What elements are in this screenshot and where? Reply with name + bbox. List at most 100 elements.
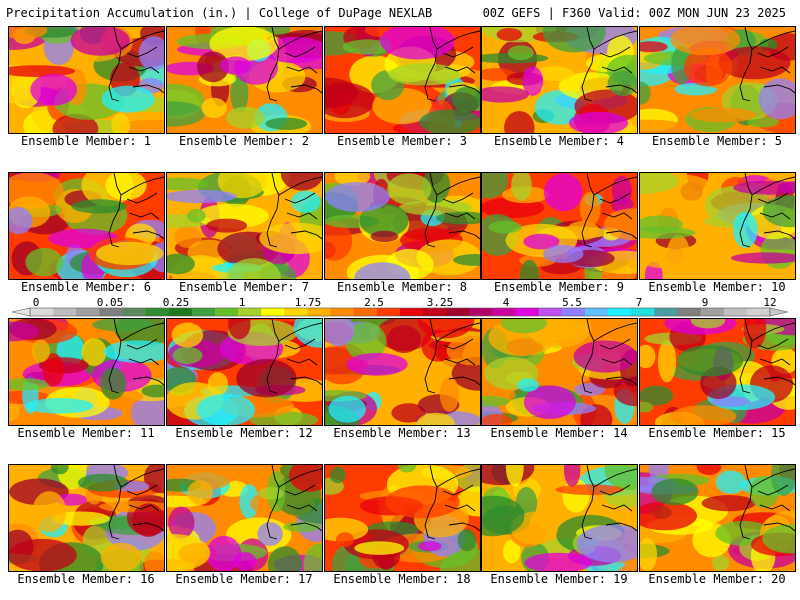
colorbar-tick-label: 4 [503, 297, 510, 309]
colorbar-swatch [608, 308, 632, 316]
ensemble-member-label: Ensemble Member: 9 [493, 280, 625, 294]
ensemble-member-label: Ensemble Member: 14 [490, 426, 628, 440]
ensemble-member-map [324, 464, 481, 572]
great-lakes-outline [108, 319, 164, 394]
colorbar-swatch [261, 308, 285, 316]
great-lakes-outline [266, 173, 322, 248]
great-lakes-outline [739, 319, 795, 394]
ensemble-member-map [481, 172, 638, 280]
ensemble-member-label: Ensemble Member: 18 [333, 572, 471, 586]
colorbar-swatch [515, 308, 540, 316]
ensemble-member-label: Ensemble Member: 7 [178, 280, 310, 294]
great-lakes-outline [108, 173, 164, 248]
great-lakes-outline [266, 27, 322, 102]
great-lakes-outline [424, 173, 480, 248]
colorbar-swatch [238, 308, 262, 316]
colorbar-swatch [723, 308, 748, 316]
ensemble-member-label: Ensemble Member: 1 [20, 134, 152, 148]
colorbar-left-arrow [11, 307, 31, 317]
great-lakes-outline [581, 27, 637, 102]
colorbar-swatch [376, 308, 401, 316]
colorbar-tick-label: 0.25 [163, 297, 190, 309]
great-lakes-outline [424, 27, 480, 102]
colorbar-swatch [99, 308, 124, 316]
ensemble-member-label: Ensemble Member: 11 [17, 426, 155, 440]
colorbar-swatch [446, 308, 470, 316]
ensemble-member-label: Ensemble Member: 17 [175, 572, 313, 586]
ensemble-member-label: Ensemble Member: 20 [648, 572, 786, 586]
colorbar-tick-label: 1 [239, 297, 246, 309]
ensemble-member-map [639, 318, 796, 426]
colorbar-swatch [492, 308, 517, 316]
great-lakes-outline [739, 173, 795, 248]
colorbar-swatch [469, 308, 494, 316]
map-title: Precipitation Accumulation (in.) | Colle… [6, 6, 433, 20]
colorbar-swatch [746, 308, 771, 316]
ensemble-member-label: Ensemble Member: 16 [17, 572, 155, 586]
ensemble-member-label: Ensemble Member: 13 [333, 426, 471, 440]
great-lakes-outline [581, 465, 637, 540]
ensemble-member-map [639, 464, 796, 572]
ensemble-member-label: Ensemble Member: 19 [490, 572, 628, 586]
precipitation-colorbar: 0 0.05 0.25 1 1.75 2.5 3.25 4 5.5 7 9 12 [11, 297, 789, 317]
colorbar-tick-label: 9 [702, 297, 709, 309]
colorbar-swatch [677, 308, 702, 316]
ensemble-member-map [8, 26, 165, 134]
ensemble-member-label: Ensemble Member: 8 [336, 280, 468, 294]
ensemble-member-label: Ensemble Member: 6 [20, 280, 152, 294]
colorbar-swatch [168, 308, 193, 316]
colorbar-swatch [654, 308, 679, 316]
colorbar-tick-label: 12 [763, 297, 776, 309]
ensemble-member-map [166, 318, 323, 426]
great-lakes-outline [424, 319, 480, 394]
colorbar-swatch [631, 308, 655, 316]
colorbar-swatch [423, 308, 447, 316]
colorbar-swatch [191, 308, 216, 316]
ensemble-member-label: Ensemble Member: 12 [175, 426, 313, 440]
ensemble-member-map [481, 318, 638, 426]
ensemble-member-map [639, 26, 796, 134]
colorbar-swatch [307, 308, 332, 316]
colorbar-swatch [215, 308, 239, 316]
great-lakes-outline [581, 173, 637, 248]
colorbar-swatch [53, 308, 77, 316]
colorbar-swatch [561, 308, 586, 316]
colorbar-swatch [122, 308, 147, 316]
great-lakes-outline [424, 465, 480, 540]
colorbar-swatch [538, 308, 563, 316]
great-lakes-outline [266, 465, 322, 540]
ensemble-member-map [324, 318, 481, 426]
ensemble-member-map [8, 318, 165, 426]
ensemble-member-map [8, 172, 165, 280]
colorbar-tick-label: 0 [33, 297, 40, 309]
colorbar-tick-label: 1.75 [295, 297, 322, 309]
colorbar-right-arrow [769, 307, 789, 317]
ensemble-member-map [8, 464, 165, 572]
colorbar-tick-label: 3.25 [427, 297, 454, 309]
ensemble-member-map [324, 26, 481, 134]
great-lakes-outline [108, 27, 164, 102]
ensemble-member-map [481, 464, 638, 572]
ensemble-member-map [166, 172, 323, 280]
model-run-info: 00Z GEFS | F360 Valid: 00Z MON JUN 23 20… [482, 6, 786, 20]
ensemble-member-label: Ensemble Member: 2 [178, 134, 310, 148]
ensemble-member-map [324, 172, 481, 280]
ensemble-member-map [166, 464, 323, 572]
colorbar-tick-label: 5.5 [562, 297, 582, 309]
colorbar-swatch [330, 308, 355, 316]
colorbar-tick-label: 2.5 [364, 297, 384, 309]
ensemble-member-map [166, 26, 323, 134]
ensemble-member-label: Ensemble Member: 10 [648, 280, 786, 294]
colorbar-swatch [284, 308, 309, 316]
great-lakes-outline [581, 319, 637, 394]
colorbar-tick-label: 7 [636, 297, 643, 309]
ensemble-member-label: Ensemble Member: 4 [493, 134, 625, 148]
ensemble-member-map [639, 172, 796, 280]
colorbar-swatch [353, 308, 378, 316]
great-lakes-outline [108, 465, 164, 540]
colorbar-swatch [145, 308, 170, 316]
ensemble-member-label: Ensemble Member: 15 [648, 426, 786, 440]
colorbar-swatch [585, 308, 609, 316]
great-lakes-outline [739, 27, 795, 102]
colorbar-swatch [76, 308, 100, 316]
